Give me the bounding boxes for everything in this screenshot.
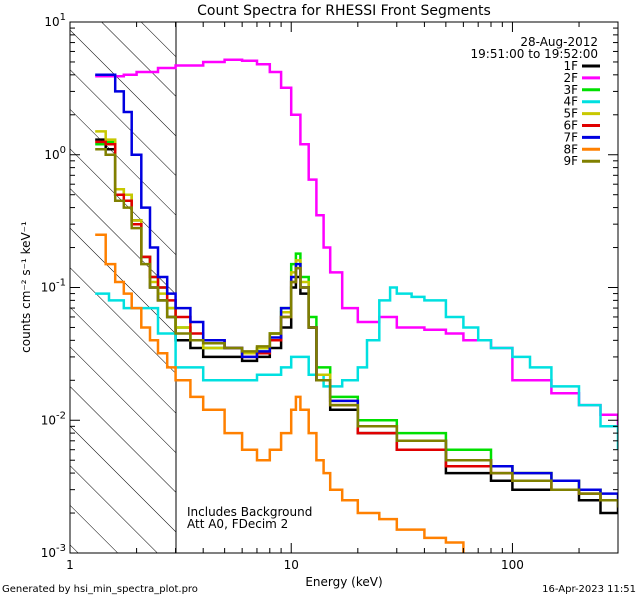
annotation-background: Includes Background bbox=[187, 505, 312, 519]
legend-label-3F: 3F bbox=[563, 83, 578, 97]
y-tick-label: 100 bbox=[44, 145, 66, 162]
series-8F bbox=[95, 233, 465, 553]
legend-label-8F: 8F bbox=[563, 142, 578, 156]
annotation-attenuator: Att A0, FDecim 2 bbox=[187, 517, 288, 531]
y-tick-label: 10-3 bbox=[41, 543, 66, 560]
date-label: 28-Aug-2012 bbox=[520, 35, 598, 49]
legend-label-9F: 9F bbox=[563, 154, 578, 168]
y-tick-label: 10-2 bbox=[41, 410, 66, 427]
x-tick-label: 10 bbox=[284, 558, 299, 572]
legend-label-4F: 4F bbox=[563, 95, 578, 109]
y-axis: 10-3 10-2 10-1 100 101 bbox=[41, 12, 618, 560]
legend-label-6F: 6F bbox=[563, 119, 578, 133]
legend-label-2F: 2F bbox=[563, 71, 578, 85]
x-axis: 1 10 100 bbox=[66, 22, 619, 572]
footer-timestamp: 16-Apr-2023 11:51 bbox=[542, 584, 636, 595]
x-tick-label: 1 bbox=[66, 558, 74, 572]
footer-generated-by: Generated by hsi_min_spectra_plot.pro bbox=[2, 584, 198, 595]
series-6F bbox=[95, 140, 618, 502]
y-tick-label: 101 bbox=[44, 12, 66, 29]
time-range-label: 19:51:00 to 19:52:00 bbox=[471, 47, 598, 61]
legend-label-5F: 5F bbox=[563, 107, 578, 121]
legend-label-1F: 1F bbox=[563, 59, 578, 73]
x-axis-label: Energy (keV) bbox=[305, 575, 382, 589]
legend-label-7F: 7F bbox=[563, 130, 578, 144]
series-layer bbox=[95, 58, 618, 553]
x-tick-label: 100 bbox=[501, 558, 524, 572]
y-tick-label: 10-1 bbox=[41, 278, 66, 295]
series-4F bbox=[95, 286, 618, 450]
chart-title: Count Spectra for RHESSI Front Segments bbox=[197, 3, 491, 19]
y-axis-label: counts cm⁻² s⁻¹ keV⁻¹ bbox=[19, 221, 33, 353]
series-9F bbox=[95, 148, 618, 508]
